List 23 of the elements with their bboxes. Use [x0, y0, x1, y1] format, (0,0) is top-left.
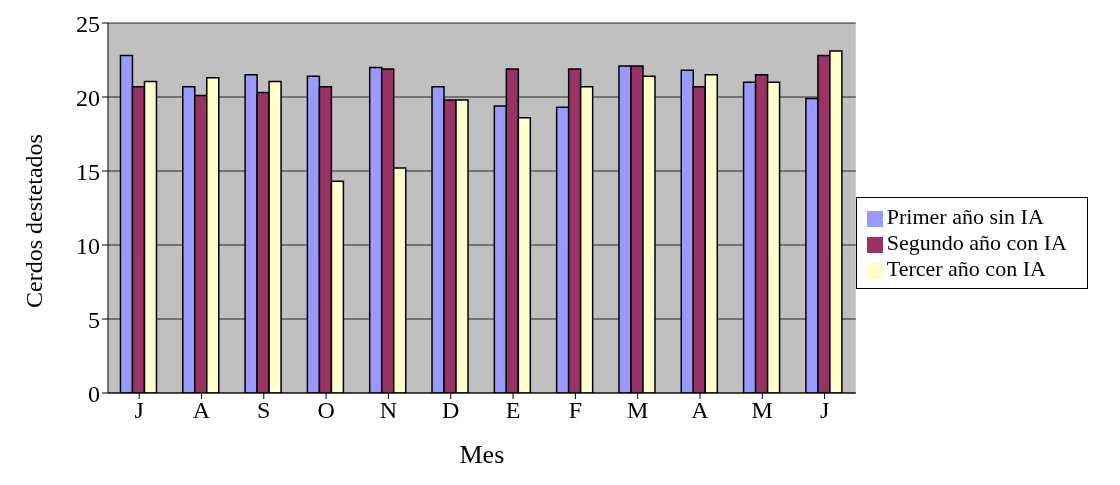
x-tick-label: A: [691, 397, 710, 424]
x-tick-label: S: [257, 397, 271, 424]
y-tick-label: 20: [76, 84, 100, 111]
y-tick-label: 15: [76, 158, 100, 185]
legend-label: Segundo año con IA: [886, 230, 1067, 255]
y-tick-label: 10: [76, 232, 100, 259]
x-tick-label: O: [317, 397, 335, 424]
legend-label: Tercer año con IA: [886, 256, 1046, 281]
x-tick-label: F: [568, 397, 583, 424]
x-tick-label: M: [626, 397, 649, 424]
y-tick-label: 5: [88, 306, 100, 333]
x-tick-label: M: [751, 397, 773, 424]
x-tick-label: E: [505, 397, 521, 424]
x-tick-label: J: [134, 397, 144, 424]
y-tick-label: 25: [76, 10, 100, 37]
legend-label: Primer año sin IA: [886, 204, 1044, 229]
x-tick-label: D: [442, 397, 460, 424]
x-tick-label: J: [819, 397, 830, 424]
x-tick-label: N: [379, 397, 398, 424]
y-axis-title: Cerdos destetados: [20, 134, 47, 308]
x-tick-label: A: [192, 397, 211, 424]
y-tick-label: 0: [88, 380, 100, 407]
x-axis-title: Mes: [459, 440, 505, 469]
